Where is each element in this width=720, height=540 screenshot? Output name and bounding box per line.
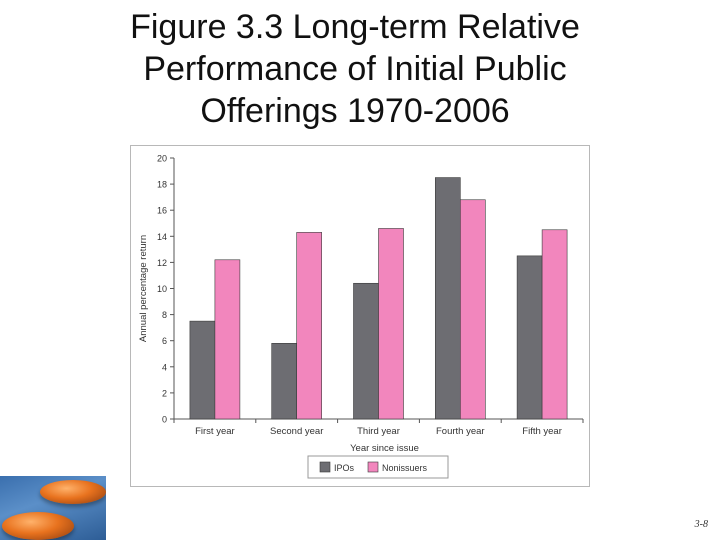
title-line-1: Figure 3.3 Long-term Relative	[130, 8, 580, 46]
bar-nonissuers-0	[214, 259, 241, 420]
x-tick-label: Second year	[270, 426, 323, 437]
legend-swatch-nonissuers	[367, 461, 379, 473]
legend-label-nonissuers: Nonissuers	[382, 463, 428, 473]
y-tick-label: 20	[157, 154, 167, 164]
bar-ipos-4	[516, 255, 543, 420]
bar-nonissuers-1	[296, 232, 322, 420]
y-tick-label: 4	[162, 362, 167, 372]
x-axis-label: Year since issue	[350, 443, 419, 454]
legend-swatch-ipos	[319, 461, 331, 473]
bar-nonissuers-2	[378, 228, 404, 420]
y-tick-label: 0	[162, 415, 167, 425]
y-tick-label: 14	[157, 232, 167, 242]
bar-ipos-1	[271, 343, 297, 420]
bar-nonissuers-3	[459, 199, 486, 420]
decorative-stones-image	[0, 476, 106, 540]
y-tick-label: 2	[162, 388, 167, 398]
x-tick-label: Fourth year	[436, 426, 485, 437]
y-tick-label: 16	[157, 206, 167, 216]
y-tick-label: 18	[157, 180, 167, 190]
bar-nonissuers-4	[541, 229, 568, 420]
x-tick-label: Fifth year	[522, 426, 562, 437]
title-line-2: Performance of Initial Public	[143, 50, 567, 88]
title-line-3: Offerings 1970-2006	[200, 92, 510, 130]
y-tick-label: 12	[157, 258, 167, 268]
bar-ipos-3	[434, 177, 461, 420]
slide-title: Figure 3.3 Long-term Relative Performanc…	[60, 6, 650, 132]
bar-ipos-2	[353, 282, 379, 420]
x-tick-label: First year	[195, 426, 235, 437]
y-tick-label: 10	[157, 284, 167, 294]
y-tick-label: 6	[162, 336, 167, 346]
bar-ipos-0	[189, 320, 216, 420]
bar-chart: 0 2 4 6 8 10 12 14 16 18 20 Annual percentage retur…	[138, 154, 584, 479]
x-tick-label: Third year	[357, 426, 400, 437]
y-axis-label: Annual percentage return	[138, 235, 149, 342]
legend-label-ipos: IPOs	[334, 463, 355, 473]
chart-frame: 0 2 4 6 8 10 12 14 16 18 20 Annual percentage retur…	[130, 145, 590, 487]
page-number: 3-8	[694, 519, 708, 530]
y-tick-label: 8	[162, 310, 167, 320]
